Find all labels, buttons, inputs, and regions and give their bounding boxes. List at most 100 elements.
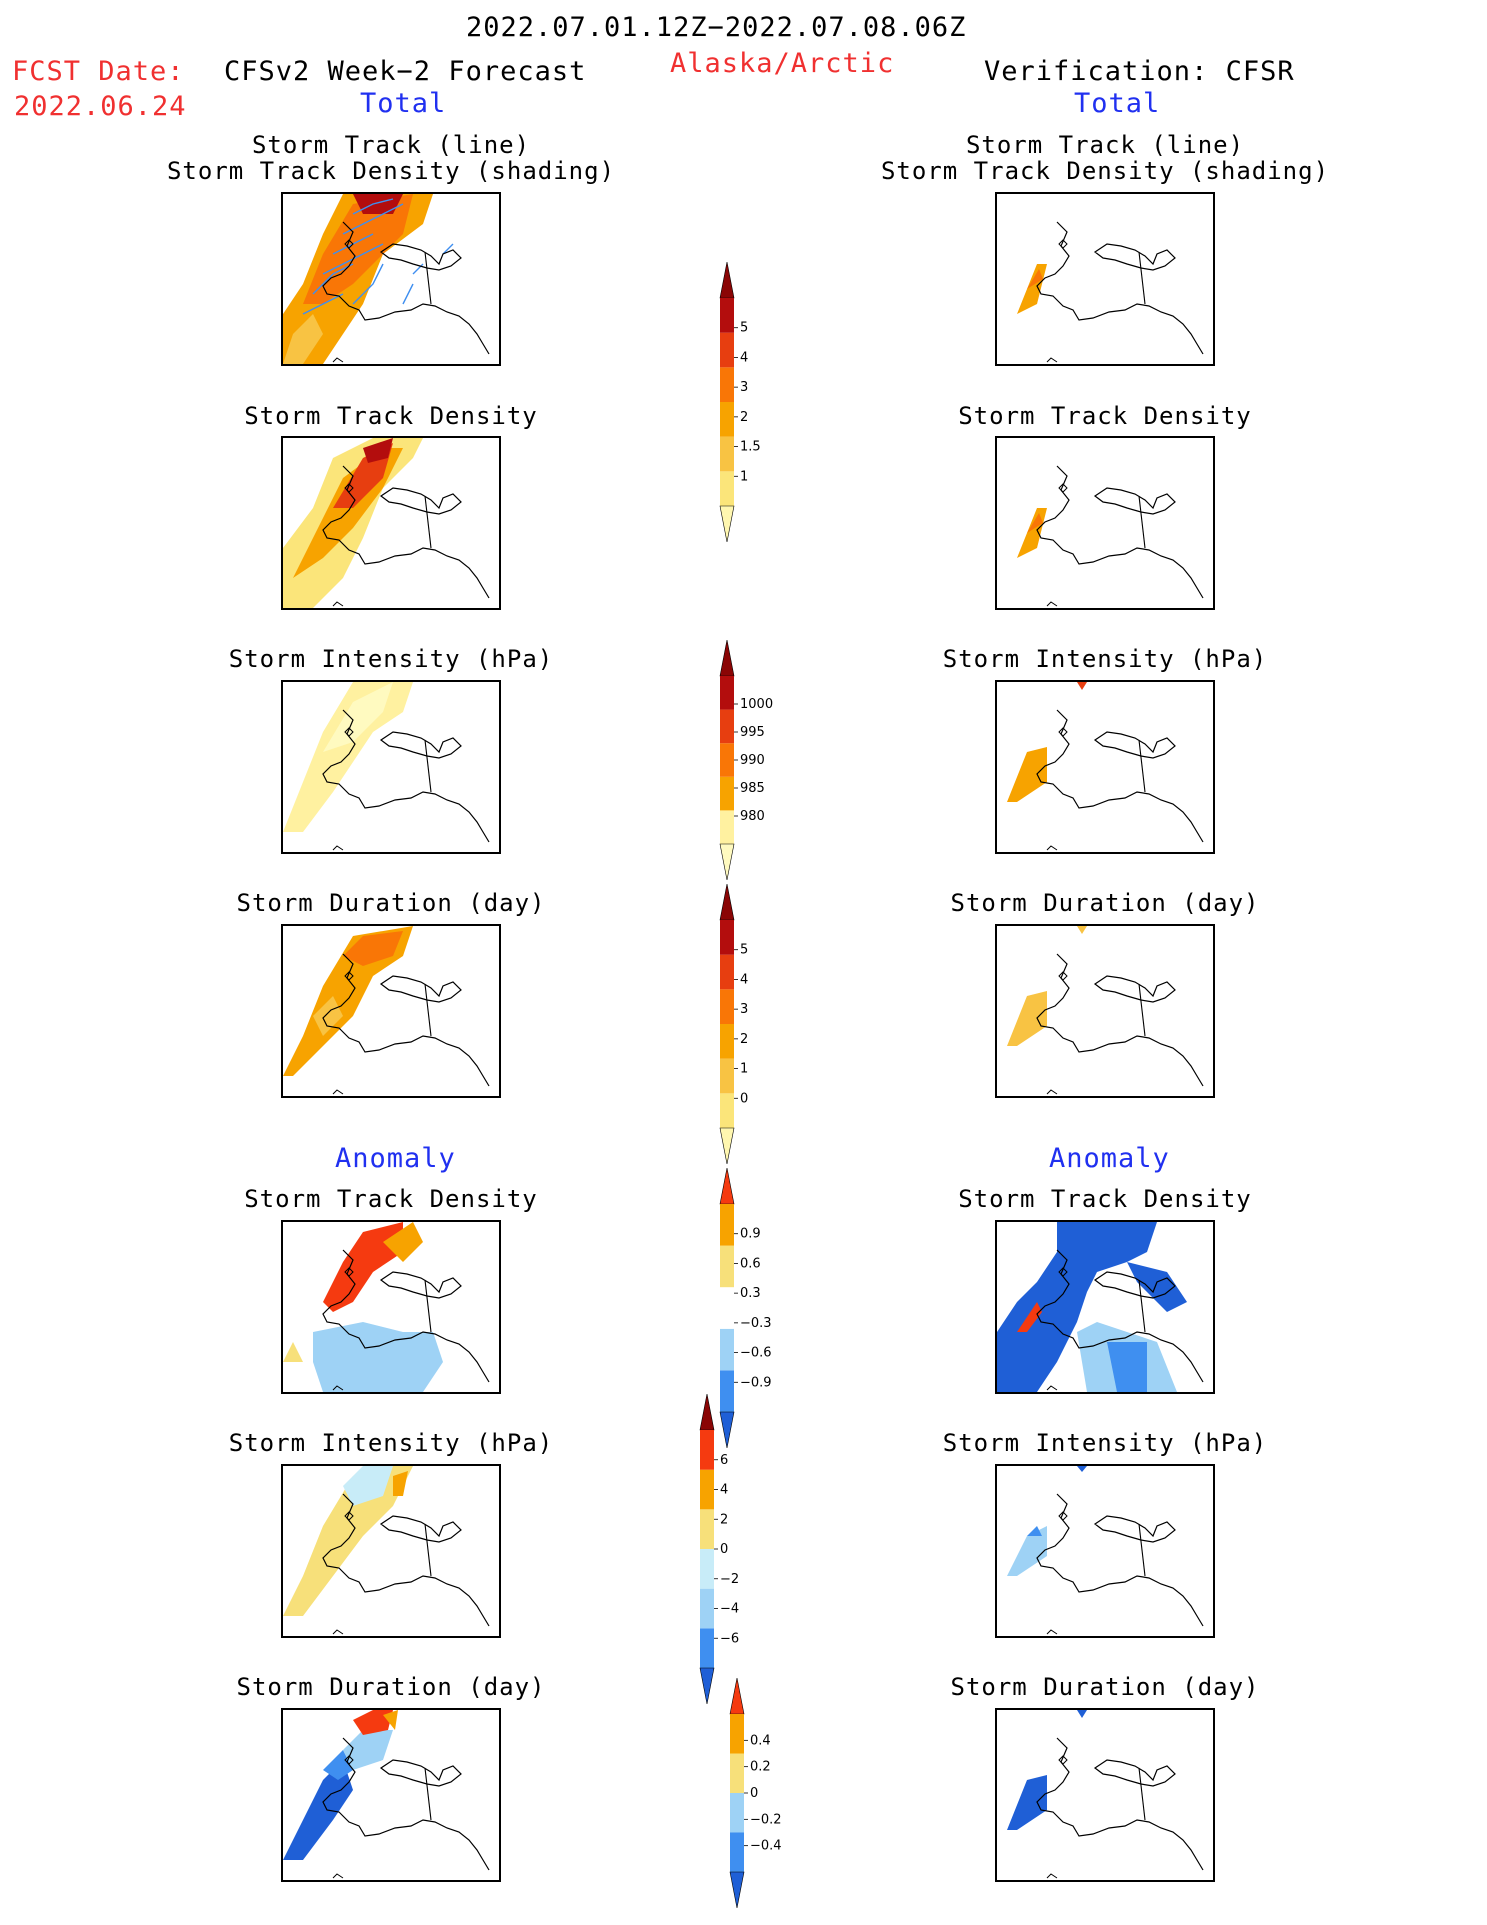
fcst-anom-duration-map-svg (283, 1710, 490, 1879)
ver-duration-map-svg (1007, 926, 1204, 1095)
colorbar-bottom-tip (719, 1411, 735, 1448)
anomaly-label-right: Anomaly (1049, 1143, 1170, 1174)
coastline (1036, 221, 1204, 355)
colorbar-segment (700, 1628, 714, 1668)
coastline (322, 709, 490, 843)
ver-anom-density-shading-1 (1127, 1262, 1187, 1312)
ver-density-shading-0 (1017, 508, 1047, 558)
colorbar-segment (700, 1430, 714, 1470)
colorbar-tick-label: 985 (740, 781, 765, 796)
ver-anom-intensity-shading-1 (1027, 1526, 1042, 1536)
region-title: Alaska/Arctic (670, 48, 895, 79)
ver-anom-intensity-map-svg (1007, 1466, 1204, 1635)
fcst-anom-intensity-shading-1 (343, 1466, 393, 1506)
fcst-anom-duration-shading-2 (343, 1730, 393, 1770)
map-fcst-duration (281, 924, 501, 1098)
colorbar-segment (720, 776, 734, 811)
colorbar-tick-label: 4 (720, 1483, 728, 1498)
colorbar-segment (700, 1588, 714, 1629)
date-range-title: 2022.07.01.12Z−2022.07.08.06Z (466, 12, 967, 43)
colorbar-segment (700, 1549, 714, 1589)
colorbar-tick-label: 990 (740, 753, 765, 768)
ver-anom-intensity-shading-2 (1077, 1466, 1087, 1472)
ver-duration-shading-0 (1007, 991, 1047, 1046)
islands (1046, 239, 1068, 363)
islands (1046, 1755, 1068, 1879)
colorbar-intensity-anom: 6 4 2 0 −2 −4 −6 (699, 1394, 739, 1704)
islands (332, 1755, 354, 1879)
coastline (1036, 465, 1204, 599)
colorbar-tick-label: 5 (740, 321, 748, 336)
map-ver-track (995, 192, 1215, 366)
colorbar-duration-anom: 0.4 0.2 0 −0.2 −0.4 (729, 1678, 782, 1908)
colorbar-tick-label: −0.3 (740, 1316, 772, 1331)
colorbar-tick-label: −0.9 (740, 1375, 772, 1390)
right-anom-density-title: Storm Track Density (958, 1185, 1252, 1213)
fcst-density-map-svg (283, 438, 490, 608)
border-line (1138, 1279, 1146, 1333)
coastline (322, 1493, 490, 1627)
colorbar-tick-label: 0.3 (740, 1286, 761, 1301)
fcst-anom-duration-shading-0 (283, 1760, 353, 1860)
fcst-duration-shading-0 (283, 926, 413, 1076)
fcst-anom-density-shading-2 (383, 1222, 423, 1262)
ver-duration-shading-1 (1077, 926, 1087, 934)
left-anom-duration-title: Storm Duration (day) (236, 1673, 546, 1701)
map-ver-duration (995, 924, 1215, 1098)
colorbar-tick-label: −4 (720, 1602, 739, 1617)
coastline (1036, 1249, 1204, 1383)
coastline (1036, 1493, 1204, 1627)
colorbar-tick-label: 1.5 (740, 440, 761, 455)
coastline (322, 1737, 490, 1871)
map-ver-anom-density (995, 1220, 1215, 1394)
forecast-title: CFSv2 Week−2 Forecast (224, 56, 587, 87)
fcst-anom-density-shading-3 (283, 1342, 303, 1362)
ver-track-shading-0 (1017, 264, 1047, 314)
islands (332, 1267, 354, 1391)
colorbar-tick-label: 980 (740, 809, 765, 824)
colorbar-bottom-tip (729, 1871, 745, 1908)
map-fcst-anom-intensity (281, 1464, 501, 1638)
fcst-anom-duration-shading-1 (323, 1750, 353, 1780)
ver-track-shading-1 (1027, 269, 1043, 289)
border-line (424, 1767, 432, 1821)
left-anom-density-title: Storm Track Density (244, 1185, 538, 1213)
colorbar-segment (720, 743, 734, 777)
fcst-intensity-map-svg (283, 682, 490, 851)
colorbar-tick-label: 2 (720, 1512, 728, 1527)
ver-anom-density-shading-4 (1017, 1302, 1042, 1332)
colorbar-segment (730, 1753, 744, 1793)
right-intensity-title: Storm Intensity (hPa) (942, 645, 1268, 673)
colorbar-segment (730, 1832, 744, 1872)
colorbar-density-total: 5 4 3 2 1.5 1 (719, 262, 761, 542)
fcst-duration-map-svg (283, 926, 490, 1095)
fcst-anom-density-shading-1 (323, 1222, 403, 1312)
colorbar-segment (720, 920, 734, 955)
colorbar-segment (720, 1204, 734, 1246)
colorbar-segment (720, 1245, 734, 1288)
map-fcst-anom-density (281, 1220, 501, 1394)
fcst-anom-density-shading-0 (313, 1322, 443, 1392)
ver-anom-density-shading-3 (1107, 1342, 1147, 1392)
colorbar-tick-label: 1 (740, 1062, 748, 1077)
islands (1046, 1511, 1068, 1635)
colorbar-segment (720, 298, 734, 333)
left-track-line-title: Storm Track (line) (251, 131, 531, 159)
colorbar-tick-label: 0.2 (750, 1760, 771, 1775)
left-track-shading-title: Storm Track Density (shading) (166, 157, 616, 185)
islands (332, 727, 354, 851)
anomaly-label-left: Anomaly (335, 1143, 456, 1174)
colorbar-tick-label: 3 (740, 1002, 748, 1017)
map-fcst-track (281, 192, 501, 366)
colorbar-segment (720, 1024, 734, 1059)
ver-intensity-shading-1 (1077, 682, 1087, 690)
colorbar-bottom-tip (699, 1667, 715, 1704)
right-anom-intensity-title: Storm Intensity (hPa) (942, 1429, 1268, 1457)
colorbar-tick-label: 0 (740, 1091, 748, 1106)
colorbar-tick-label: 0.4 (750, 1733, 771, 1748)
map-fcst-anom-duration (281, 1708, 501, 1882)
colorbar-density-anom: 0.9 0.6 0.3 −0.3 −0.6 −0.9 (719, 1168, 772, 1448)
colorbar-segment (720, 1287, 734, 1329)
colorbar-tick-label: 0.6 (740, 1256, 761, 1271)
coastline (1036, 709, 1204, 843)
